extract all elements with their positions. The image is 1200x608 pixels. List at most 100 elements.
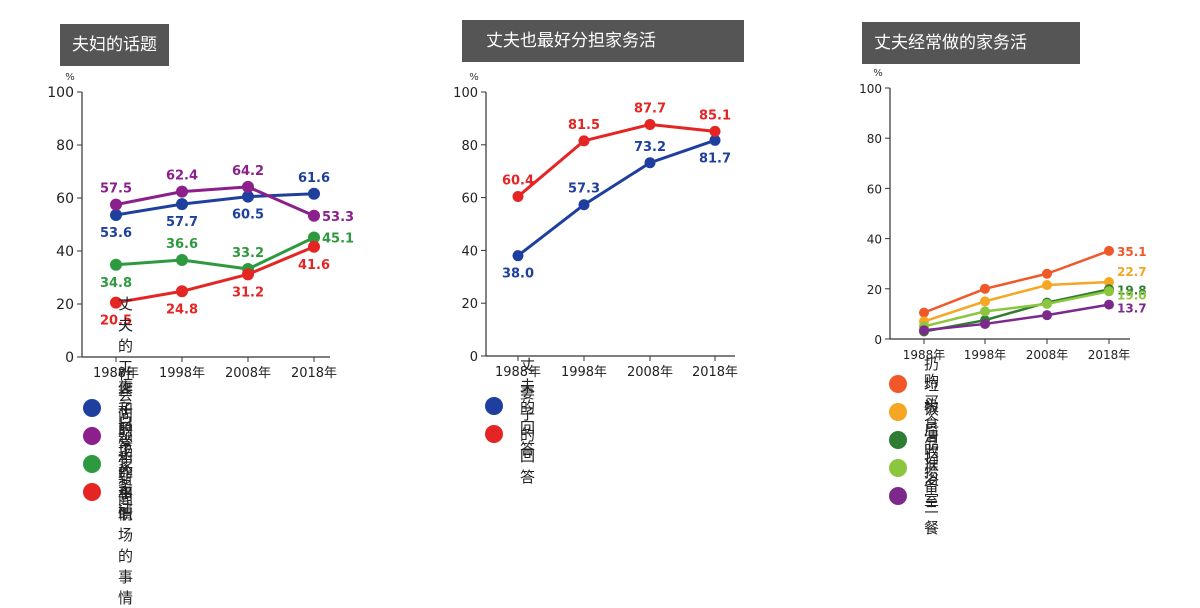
data-label: 62.4 [166, 169, 198, 184]
legend-item: 购买食品 [889, 372, 939, 453]
data-label: 19.0 [1117, 288, 1147, 302]
line-chart-1: % 0 20 40 60 80 100 1988年 1998年 2008年 2018年 53.6 57.… [47, 72, 354, 381]
y-tick-label: 60 [56, 191, 74, 207]
data-point [1104, 286, 1114, 297]
data-point [644, 157, 656, 169]
data-label: 53.3 [322, 210, 354, 225]
y-tick-label: 40 [867, 233, 882, 247]
data-point [308, 240, 320, 253]
data-label: 24.8 [166, 302, 198, 317]
y-unit-label: % [873, 68, 883, 79]
data-point [980, 296, 990, 307]
data-point [1042, 280, 1052, 291]
y-tick-label: 60 [867, 182, 882, 196]
data-label: 60.4 [502, 174, 534, 189]
data-point [709, 125, 721, 137]
chart-title: 丈夫也最好分担家务活 [462, 20, 744, 62]
data-point [242, 268, 254, 281]
legend-3: 扔垃圾 购买食品 饭后收拾 清扫浴室 准备三餐 [889, 355, 939, 537]
data-label: 53.6 [100, 226, 132, 241]
x-tick-label: 1988年 [495, 365, 541, 380]
x-tick-label: 2018年 [291, 366, 337, 381]
data-point [110, 208, 122, 221]
data-point [176, 185, 188, 198]
legend-swatch [83, 427, 101, 445]
y-unit-label: % [469, 72, 479, 83]
y-tick-label: 0 [65, 350, 74, 366]
data-point [242, 180, 254, 193]
x-tick-label: 2008年 [1026, 348, 1069, 362]
legend-item: 丈夫的工作和职场的事情 [83, 295, 133, 523]
data-label: 19.8 [1117, 283, 1147, 297]
legend-label: 丈夫的回答 [520, 355, 536, 458]
line-chart-2: % 0 20 40 60 80 100 1988年 1998年 2008年 2018年 38.0 57.… [453, 72, 738, 380]
legend-item: 社会问题和新闻 [83, 365, 133, 509]
data-label: 85.1 [699, 108, 731, 123]
legend-item: 扔垃圾 [889, 355, 939, 415]
legend-label: 扔垃圾 [924, 354, 940, 415]
y-tick-label: 80 [867, 132, 882, 146]
series-line [923, 249, 1110, 314]
legend-swatch [889, 403, 907, 421]
x-tick-label: 1998年 [159, 366, 205, 381]
y-tick-label: 40 [56, 244, 74, 260]
data-label: 35.1 [1117, 245, 1147, 259]
data-point [578, 135, 590, 147]
legend-item: 饭后收拾 [889, 400, 939, 481]
data-point [1104, 299, 1114, 310]
y-tick-label: 100 [47, 85, 74, 101]
legend-swatch [889, 487, 907, 505]
legend-label: 妻子的回答 [520, 383, 536, 486]
series-line [115, 236, 315, 271]
data-label: 60.5 [232, 208, 264, 223]
data-label: 33.2 [232, 246, 264, 261]
data-point [578, 199, 590, 211]
legend-label: 购买食品 [924, 372, 940, 453]
legend-swatch [889, 375, 907, 393]
chart-title: 丈夫经常做的家务活 [862, 22, 1080, 64]
data-point [110, 258, 122, 271]
data-label: 20.5 [100, 314, 132, 329]
legend-label: 日常家务活 [118, 413, 134, 516]
legend-swatch [485, 397, 503, 415]
series-line [517, 138, 716, 257]
data-point [1104, 245, 1114, 256]
x-tick-label: 1988年 [903, 348, 946, 362]
x-tick-label: 1988年 [93, 366, 139, 381]
y-tick-label: 0 [470, 350, 478, 365]
legend-2: 丈夫的回答 妻子的回答 [485, 356, 535, 486]
legend-item: 妻子的工作和职场的事情 [83, 379, 133, 607]
x-tick-label: 1998年 [964, 348, 1007, 362]
data-point [242, 190, 254, 203]
legend-swatch [83, 483, 101, 501]
data-label: 61.6 [298, 171, 330, 186]
legend-label: 社会问题和新闻 [118, 364, 134, 509]
x-tick-label: 2018年 [692, 365, 738, 380]
legend-item: 日常家务活 [83, 414, 133, 516]
y-tick-label: 0 [874, 333, 882, 347]
legend-item: 丈夫的回答 [485, 356, 535, 458]
data-point [1042, 310, 1052, 321]
legend-label: 饭后收拾 [924, 400, 940, 481]
data-label: 57.5 [100, 182, 132, 197]
data-point [1042, 298, 1052, 309]
y-tick-label: 20 [56, 297, 74, 313]
y-unit-label: % [65, 72, 75, 83]
data-label: 57.7 [166, 215, 198, 230]
data-label: 81.7 [699, 151, 731, 166]
legend-item: 清扫浴室 [889, 428, 939, 509]
y-tick-label: 80 [461, 139, 478, 154]
x-tick-label: 2018年 [1088, 348, 1131, 362]
data-point [980, 306, 990, 317]
y-tick-label: 80 [56, 138, 74, 154]
series-line [923, 303, 1110, 332]
data-point [919, 325, 929, 336]
legend-swatch [83, 399, 101, 417]
data-point [176, 198, 188, 211]
data-label: 13.7 [1117, 302, 1147, 316]
data-label: 34.8 [100, 276, 132, 291]
series-line [923, 280, 1110, 323]
y-tick-label: 20 [461, 297, 478, 312]
y-tick-label: 100 [453, 86, 478, 101]
legend-swatch [889, 431, 907, 449]
